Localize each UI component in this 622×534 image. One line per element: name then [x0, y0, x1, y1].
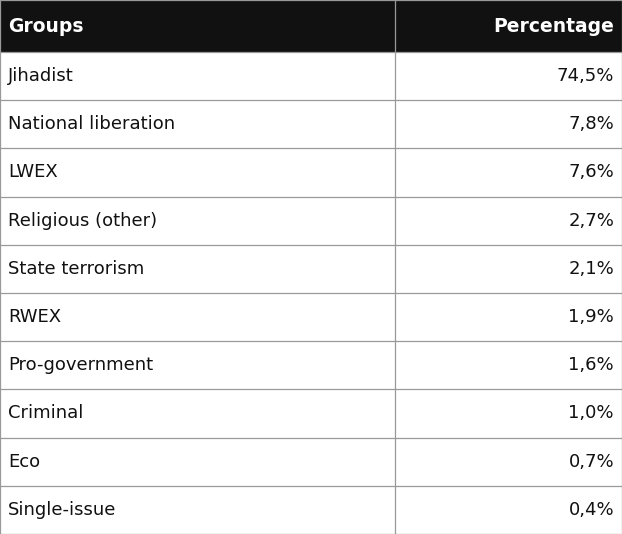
Bar: [0, 341, 622, 389]
Text: Pro-government: Pro-government: [8, 356, 153, 374]
Text: 7,6%: 7,6%: [569, 163, 614, 182]
Bar: [0, 0, 622, 52]
Text: Criminal: Criminal: [8, 404, 83, 422]
Bar: [0, 486, 622, 534]
Text: Jihadist: Jihadist: [8, 67, 74, 85]
Text: 74,5%: 74,5%: [557, 67, 614, 85]
Text: 1,0%: 1,0%: [569, 404, 614, 422]
Bar: [0, 437, 622, 486]
Text: LWEX: LWEX: [8, 163, 58, 182]
Bar: [0, 389, 622, 437]
Bar: [0, 148, 622, 197]
Text: Groups: Groups: [8, 17, 83, 35]
Bar: [0, 197, 622, 245]
Text: Eco: Eco: [8, 453, 40, 470]
Text: Religious (other): Religious (other): [8, 211, 157, 230]
Text: 0,4%: 0,4%: [569, 501, 614, 519]
Text: RWEX: RWEX: [8, 308, 61, 326]
Text: 2,1%: 2,1%: [569, 260, 614, 278]
Text: 1,9%: 1,9%: [569, 308, 614, 326]
Bar: [0, 245, 622, 293]
Text: National liberation: National liberation: [8, 115, 175, 134]
Text: 7,8%: 7,8%: [569, 115, 614, 134]
Text: 1,6%: 1,6%: [569, 356, 614, 374]
Text: Single-issue: Single-issue: [8, 501, 116, 519]
Bar: [0, 100, 622, 148]
Text: 2,7%: 2,7%: [568, 211, 614, 230]
Bar: [0, 52, 622, 100]
Bar: [0, 293, 622, 341]
Text: State terrorism: State terrorism: [8, 260, 144, 278]
Text: Percentage: Percentage: [493, 17, 614, 35]
Text: 0,7%: 0,7%: [569, 453, 614, 470]
